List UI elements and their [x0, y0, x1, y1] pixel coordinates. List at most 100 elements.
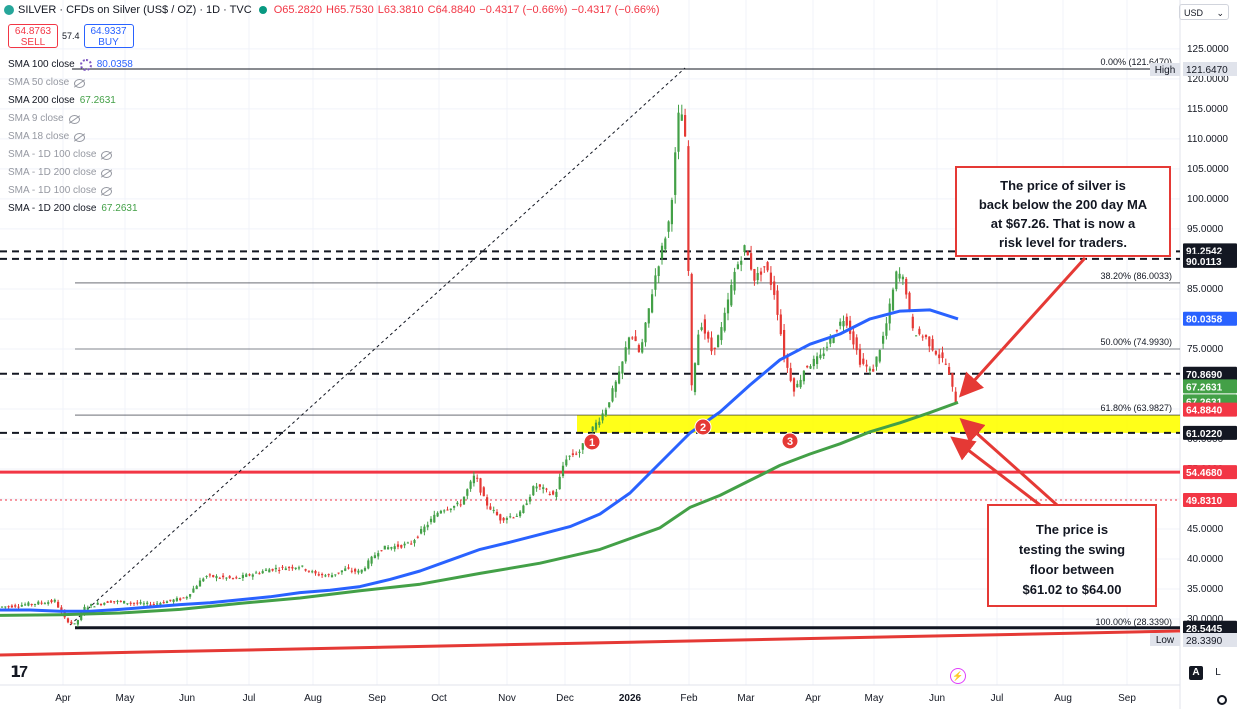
candle-body: [113, 601, 116, 603]
candle-body: [33, 603, 37, 605]
candle-body: [740, 260, 743, 265]
trend-line: [69, 67, 686, 626]
scale-controls: A L: [1189, 666, 1225, 680]
indicator-label: SMA 100 close: [8, 59, 75, 70]
candle-body: [558, 476, 561, 490]
candle-body: [195, 586, 198, 590]
indicator-sma-100[interactable]: SMA 100 close 80.0358: [8, 56, 138, 74]
price-tag-value: 80.0358: [1186, 315, 1223, 326]
candle-body: [370, 556, 373, 564]
candle-body: [545, 488, 548, 490]
candle-body: [723, 312, 726, 331]
candle-body: [14, 605, 17, 607]
candle-body: [449, 508, 452, 511]
time-tick-label: Jun: [929, 693, 945, 704]
symbol-title[interactable]: SILVER · CFDs on Silver (US$ / OZ) · 1D …: [18, 4, 252, 16]
candle-body: [76, 620, 79, 625]
settings-gear-icon[interactable]: [1217, 695, 1227, 705]
candle-body: [604, 409, 607, 416]
fib-levels: 0.00% (121.6470) 38.20% (86.0033) 50.00% (…: [75, 57, 1180, 627]
candle-body: [779, 314, 782, 335]
candle-body: [647, 308, 650, 324]
candle-body: [156, 603, 159, 605]
hidden-eye-icon[interactable]: [101, 186, 113, 196]
price-tick-label: 40.0000: [1187, 554, 1224, 565]
indicator-sma-1d-100[interactable]: SMA - 1D 100 close: [8, 146, 138, 164]
candle-body: [165, 601, 169, 604]
swing-marker: [781, 432, 799, 450]
candle-body: [743, 245, 746, 253]
indicator-sma-50[interactable]: SMA 50 close: [8, 74, 138, 92]
price-axis: 125.0000 120.0000 115.0000 110.0000 105.0000…: [1150, 44, 1237, 647]
hidden-eye-icon[interactable]: [74, 78, 86, 88]
candle-body: [858, 348, 862, 365]
candle-body: [720, 327, 723, 341]
candle-body: [528, 496, 532, 502]
candle-body: [222, 575, 225, 578]
buy-button[interactable]: 64.9337 BUY: [83, 24, 134, 48]
candle-body: [769, 272, 772, 285]
currency-select[interactable]: USD ⌄: [1179, 4, 1229, 20]
candle-body: [581, 443, 584, 450]
candle-body: [703, 319, 706, 334]
candle-body: [525, 503, 528, 505]
candle-body: [96, 602, 99, 605]
candle-body: [816, 356, 819, 365]
candle-body: [538, 484, 541, 487]
annotation-arrow: [950, 436, 1041, 507]
candle-body: [238, 578, 241, 580]
candle-body: [492, 509, 495, 511]
candle-body: [878, 350, 881, 362]
price-tick-label: 110.0000: [1187, 134, 1228, 145]
candle-body: [387, 547, 390, 550]
candle-body: [4, 606, 7, 608]
time-tick-label: Apr: [805, 693, 821, 704]
candle-body: [363, 568, 367, 571]
candle-body: [413, 540, 416, 544]
annotations: The price of silver is back below the 200…: [950, 166, 1171, 607]
lightning-icon[interactable]: ⚡: [950, 668, 966, 684]
candle-body: [357, 570, 360, 573]
indicator-sma-1d-100-b[interactable]: SMA - 1D 100 close: [8, 182, 138, 200]
candle-body: [321, 574, 324, 576]
time-tick-label: Sep: [368, 693, 386, 704]
candle-body: [86, 607, 89, 610]
candle-body: [717, 335, 720, 348]
candle-body: [730, 284, 733, 306]
candle-body: [594, 422, 598, 430]
indicator-sma-1d-200[interactable]: SMA - 1D 200 close: [8, 164, 138, 182]
log-scale-button[interactable]: L: [1215, 667, 1221, 678]
candle-body: [624, 347, 627, 362]
candle-body: [182, 597, 185, 599]
indicator-sma-18[interactable]: SMA 18 close: [8, 128, 138, 146]
hidden-eye-icon[interactable]: [74, 132, 86, 142]
candle-body: [215, 576, 218, 579]
price-tag-value: 64.8840: [1186, 406, 1223, 417]
annotation-text-top: at $67.26. That is now a: [991, 216, 1136, 231]
indicator-sma-1d-200-b[interactable]: SMA - 1D 200 close 67.2631: [8, 200, 138, 218]
hidden-eye-icon[interactable]: [68, 114, 80, 124]
hidden-eye-icon[interactable]: [101, 168, 113, 178]
auto-scale-button[interactable]: A: [1189, 666, 1203, 680]
candle-body: [258, 573, 261, 575]
indicator-sma-200[interactable]: SMA 200 close 67.2631: [8, 92, 138, 110]
candle-body: [687, 146, 690, 272]
annotation-text-bottom: The price is: [1036, 522, 1108, 537]
candle-body: [872, 368, 875, 372]
candle-body: [311, 571, 314, 573]
candle-body: [756, 273, 759, 281]
sell-button[interactable]: 64.8763 SELL: [8, 24, 58, 48]
swing-marker: [583, 433, 601, 451]
candle-body: [670, 199, 673, 225]
hidden-eye-icon[interactable]: [101, 150, 113, 160]
candle-body: [875, 356, 878, 367]
candle-body: [644, 322, 647, 343]
candle-body: [327, 574, 330, 576]
indicator-sma-9[interactable]: SMA 9 close: [8, 110, 138, 128]
candle-body: [373, 555, 376, 559]
price-tick-label: 30.0000: [1187, 614, 1224, 625]
candle-body: [268, 569, 271, 573]
settings-icon[interactable]: [79, 59, 92, 71]
buy-label: BUY: [98, 37, 119, 48]
